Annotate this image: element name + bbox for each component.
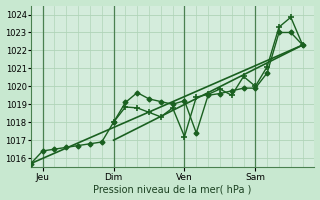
- X-axis label: Pression niveau de la mer( hPa ): Pression niveau de la mer( hPa ): [93, 184, 252, 194]
